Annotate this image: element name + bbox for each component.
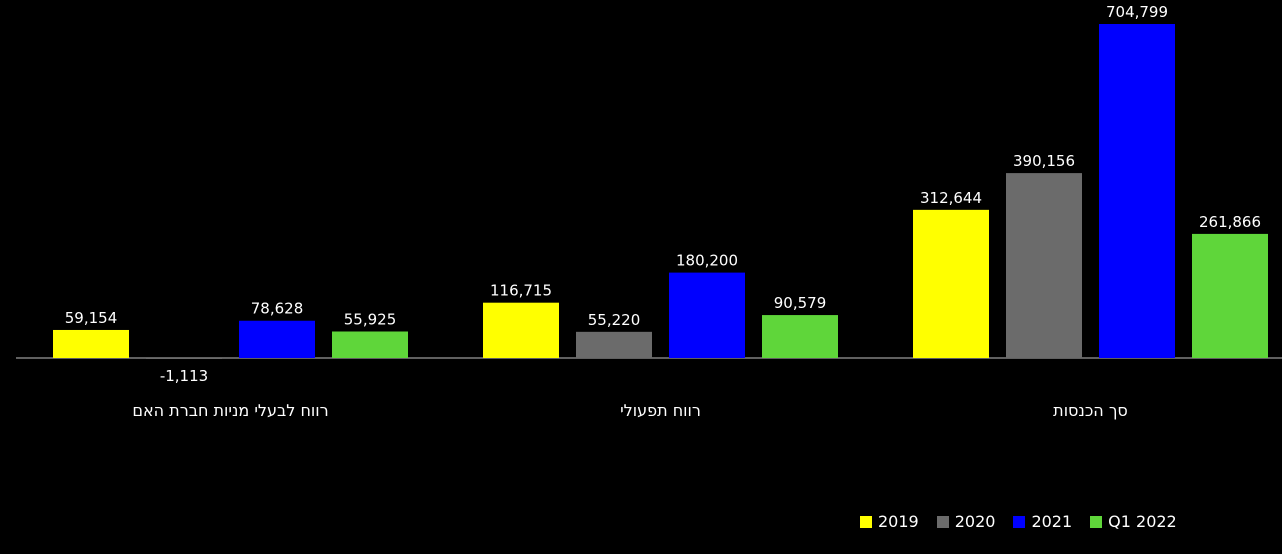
legend-label-2019: 2019 xyxy=(878,512,919,531)
bar-2020-cat1 xyxy=(576,331,652,358)
legend-swatch-q1-2022 xyxy=(1090,515,1103,528)
data-label: 390,156 xyxy=(1013,152,1075,170)
bar-2019-cat0 xyxy=(53,329,129,358)
bar-2019-cat2 xyxy=(913,209,989,358)
bar-2020-cat2 xyxy=(1006,173,1082,358)
bar-q1-2022-cat2 xyxy=(1192,233,1268,358)
data-label: 704,799 xyxy=(1106,3,1168,21)
category-label: סך הכנסות xyxy=(1053,401,1128,420)
data-label: -1,113 xyxy=(160,367,208,385)
category-label: רווח לבעלי מניות חברת האם xyxy=(132,401,328,420)
bar-2020-cat0 xyxy=(146,358,222,359)
bar-2021-cat1 xyxy=(669,272,745,358)
bar-2021-cat2 xyxy=(1099,24,1175,358)
data-label: 55,925 xyxy=(344,310,397,328)
bar-2019-cat1 xyxy=(483,302,559,358)
data-label: 90,579 xyxy=(774,294,827,312)
legend: 2019 2020 2021 Q1 2022 xyxy=(860,512,1177,531)
legend-item-2021: 2021 xyxy=(1013,512,1072,531)
data-label: 78,628 xyxy=(251,300,304,318)
legend-item-q1-2022: Q1 2022 xyxy=(1090,512,1177,531)
bar-2021-cat0 xyxy=(239,320,315,358)
bar-q1-2022-cat1 xyxy=(762,315,838,358)
legend-swatch-2019 xyxy=(860,515,872,528)
data-label: 180,200 xyxy=(676,252,738,270)
legend-label-q1-2022: Q1 2022 xyxy=(1108,512,1177,531)
legend-swatch-2021 xyxy=(1013,515,1026,528)
category-label: רווח תפעולי xyxy=(620,401,701,420)
data-label: 59,154 xyxy=(65,309,118,327)
data-label: 312,644 xyxy=(920,189,982,207)
legend-item-2019: 2019 xyxy=(860,512,919,531)
data-label: 261,866 xyxy=(1199,213,1261,231)
data-label: 116,715 xyxy=(490,282,552,300)
legend-item-2020: 2020 xyxy=(936,512,996,531)
legend-label-2021: 2021 xyxy=(1031,512,1073,531)
legend-label-2020: 2020 xyxy=(954,512,996,531)
data-label: 55,220 xyxy=(588,311,641,329)
legend-swatch-2020 xyxy=(936,515,949,528)
bar-q1-2022-cat0 xyxy=(332,331,408,358)
